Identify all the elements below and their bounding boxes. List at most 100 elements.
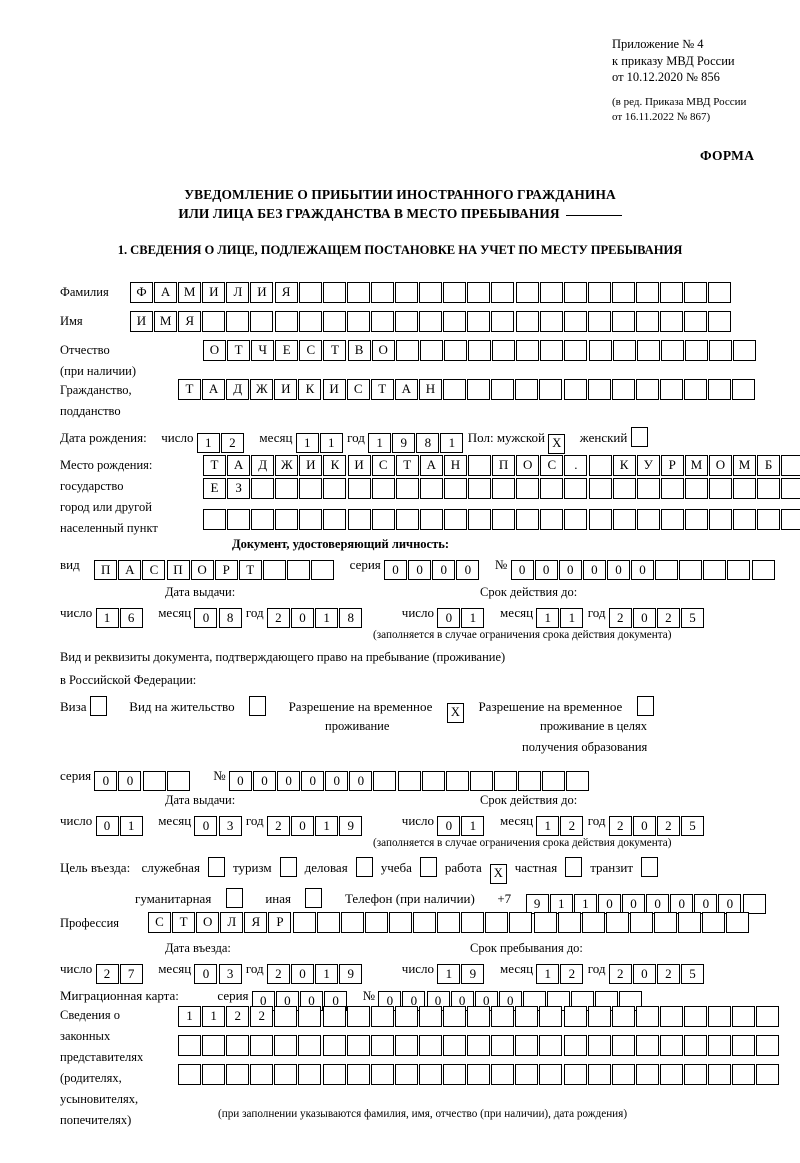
char-cell[interactable] [298,1035,322,1056]
char-cell[interactable] [485,912,509,933]
char-cell[interactable]: 1 [536,608,560,628]
char-cell[interactable] [227,509,251,530]
char-cell[interactable]: В [347,340,371,361]
char-cell[interactable]: О [196,912,220,933]
char-cell[interactable] [564,509,588,530]
char-cell[interactable]: 3 [218,964,242,984]
char-cell[interactable] [491,1006,515,1027]
char-cell[interactable] [684,478,708,499]
char-cell[interactable] [539,282,563,303]
char-cell[interactable]: И [322,379,346,400]
char-cell[interactable] [708,509,732,530]
char-cell[interactable]: 5 [681,816,704,836]
char-cell[interactable]: 0 [291,964,315,984]
char-cell[interactable]: К [612,455,636,476]
char-cell[interactable] [516,340,540,361]
char-cell[interactable] [274,1006,298,1027]
char-cell[interactable] [588,455,612,476]
char-cell[interactable] [588,340,612,361]
purpose-option-checkbox-4[interactable]: X [489,864,507,884]
char-cell[interactable] [518,771,542,791]
char-cell[interactable] [202,1064,226,1085]
char-cell[interactable]: Ф [130,282,153,303]
char-cell[interactable]: Т [203,455,226,476]
char-cell[interactable] [540,478,564,499]
char-cell[interactable]: 1 [536,816,560,836]
char-cell[interactable] [395,340,419,361]
char-cell[interactable] [443,282,467,303]
char-cell[interactable]: Б [757,455,781,476]
char-cell[interactable] [683,1064,707,1085]
char-cell[interactable] [708,478,732,499]
char-cell[interactable] [588,478,612,499]
char-cell[interactable] [542,771,566,791]
char-cell[interactable]: 1 [440,433,464,453]
char-cell[interactable]: 0 [291,816,315,836]
char-cell[interactable]: . [564,455,588,476]
char-cell[interactable]: 9 [339,816,363,836]
char-cell[interactable] [443,340,467,361]
char-cell[interactable] [587,282,611,303]
char-cell[interactable] [178,1035,201,1056]
char-cell[interactable]: Д [226,379,250,400]
char-cell[interactable] [655,560,679,580]
char-cell[interactable] [491,379,515,400]
char-cell[interactable] [395,509,419,530]
char-cell[interactable] [611,379,635,400]
char-cell[interactable]: Т [323,340,347,361]
char-cell[interactable] [274,1035,298,1056]
char-cell[interactable] [443,478,467,499]
char-cell[interactable] [418,1064,442,1085]
char-cell[interactable] [515,282,539,303]
temp-residence-edu-checkbox[interactable] [636,696,654,716]
char-cell[interactable]: И [250,282,274,303]
char-cell[interactable] [636,340,660,361]
char-cell[interactable]: 2 [560,964,584,984]
char-cell[interactable] [566,771,590,791]
char-cell[interactable] [370,282,394,303]
char-cell[interactable] [516,509,540,530]
char-cell[interactable] [757,478,781,499]
char-cell[interactable]: М [733,455,757,476]
char-cell[interactable] [587,1006,611,1027]
purpose-other-checkbox[interactable] [305,888,323,908]
char-cell[interactable] [298,1006,322,1027]
char-cell[interactable] [274,311,298,332]
char-cell[interactable] [394,1006,418,1027]
representatives-input-row-3[interactable] [178,1064,780,1085]
char-cell[interactable] [370,311,394,332]
char-cell[interactable] [275,509,299,530]
char-cell[interactable] [371,509,395,530]
char-cell[interactable] [371,478,395,499]
char-cell[interactable] [469,771,493,791]
char-cell[interactable] [732,1035,756,1056]
char-cell[interactable]: 0 [597,894,621,914]
char-cell[interactable] [684,340,708,361]
char-cell[interactable] [395,311,419,332]
char-cell[interactable] [493,771,517,791]
char-cell[interactable] [515,379,539,400]
char-cell[interactable]: 1 [178,1006,201,1027]
char-cell[interactable]: 0 [384,560,408,580]
char-cell[interactable]: С [299,340,323,361]
char-cell[interactable]: Я [244,912,268,933]
char-cell[interactable] [660,340,684,361]
char-cell[interactable]: 1 [560,608,584,628]
char-cell[interactable]: А [154,282,178,303]
char-cell[interactable] [445,771,469,791]
char-cell[interactable] [443,311,467,332]
char-cell[interactable] [286,560,310,580]
char-cell[interactable] [612,340,636,361]
char-cell[interactable] [492,509,516,530]
char-cell[interactable] [660,282,684,303]
